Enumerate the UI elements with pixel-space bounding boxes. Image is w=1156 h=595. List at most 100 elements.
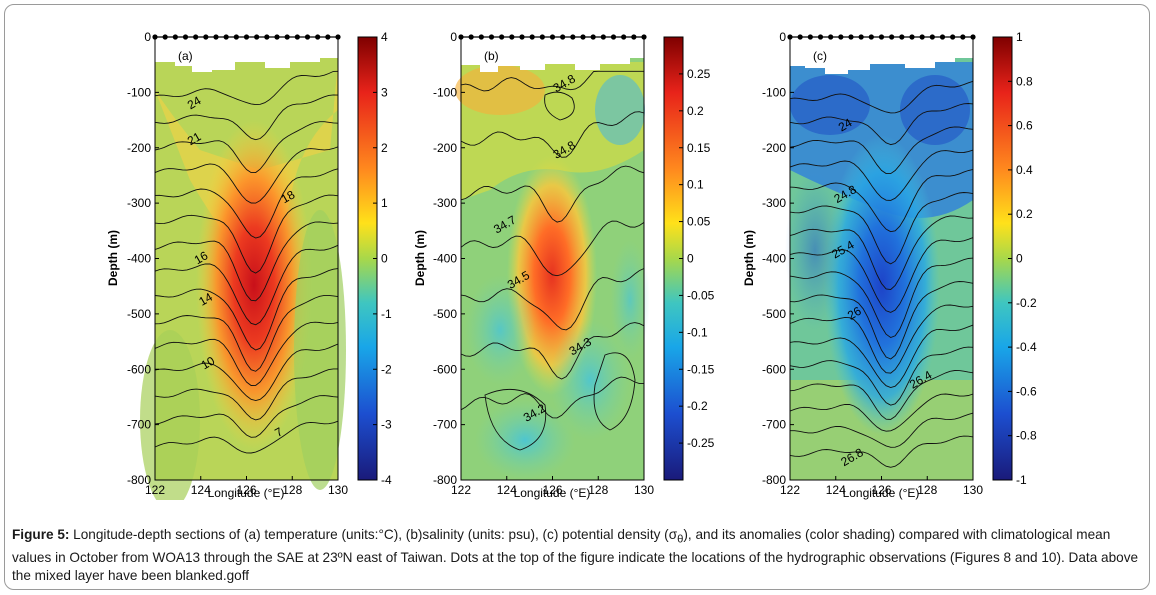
contour-line [789,237,974,313]
contour-line [154,343,339,401]
colorbar-tick-label: 1 [381,196,388,210]
station-dot [203,34,209,40]
contour-line [789,215,974,290]
colorbar-tick-label: 0.6 [1016,119,1033,133]
panel-salinity: 122 124 126 128 130 0 -100 -200 -300 -400 -500 -600… [413,30,715,500]
x-tick-label: 128 [282,483,302,497]
upper-orange-b [455,65,545,115]
station-dot [274,34,280,40]
figure-panels: 122 124 126 128 1300-100-200-300-400-500-600… [106,30,1037,500]
station-dot [560,34,566,40]
station-dot [315,34,321,40]
colorbar-tick-label: -3 [381,418,392,432]
contour-label: 14 [196,290,215,309]
panel-label-a: (a) [178,49,193,63]
figure-caption: Figure 5: Longitude-depth sections of (a… [12,526,1142,585]
station-dot [807,34,813,40]
station-dot [580,34,586,40]
contour-line [154,70,339,106]
colorbar-tick-label: -2 [381,362,392,376]
station-dot [182,34,189,40]
upper-dark-c [790,75,870,135]
cold-core-c [824,135,940,435]
x-tick-label: 122 [145,483,165,497]
contour-line [154,294,339,372]
contour-line [789,435,974,468]
y-tick-label: -300 [762,196,786,210]
y-tick-label: -500 [762,307,786,321]
y-tick-label: -800 [127,473,151,487]
contour-line [789,370,974,420]
y-tick-label: -400 [762,252,786,266]
station-dot [488,34,495,40]
station-dot [294,34,300,40]
station-dot [899,34,905,40]
colorbar-tick-label: 0.4 [1016,163,1033,177]
caption-text-1: Longitude-depth sections of (a) temperat… [69,527,678,542]
contour-label: 24 [185,93,204,112]
contour-line [154,321,339,386]
colorbar-tick-label: 3 [381,85,388,99]
ylabel-c: Depth (m) [742,230,756,286]
contour-line [593,352,636,431]
contour-label: 18 [279,187,298,206]
cyan-patch-b1 [465,275,535,385]
station-dot [284,34,290,40]
contour-line [789,126,974,175]
colorbar-tick-label: 0.2 [1016,207,1033,221]
x-tick-label: 122 [780,483,800,497]
colorbar-tick-label: 4 [381,30,388,44]
station-dot [590,34,596,40]
y-tick-label: -200 [762,141,786,155]
contour-line [789,281,974,360]
y-tick-label: -400 [433,252,457,266]
y-tick-label: -600 [762,362,786,376]
caption-text-2: ), and its anomalies (color shading) com… [12,527,1139,583]
panel-label-c: (c) [813,49,827,63]
station-dot [610,34,617,40]
contour-line [460,220,645,277]
panel-temperature: 122 124 126 128 1300-100-200-300-400-500-600… [106,30,392,500]
axis-ticks-c: 122 124 126 128 130 0 -100 -200 -300 -400 -500 -600… [762,30,983,497]
y-tick-label: -500 [127,307,151,321]
contour-label: 10 [199,353,218,372]
station-dot [193,34,199,40]
station-dot [243,34,250,40]
figure-label: Figure 5: [12,527,70,542]
ylabel-a: Depth (m) [106,230,120,286]
contour-line [154,121,339,174]
contour-line [154,94,339,141]
contour-line [789,192,974,265]
station-dot [325,34,331,40]
y-tick-label: -600 [433,362,457,376]
station-dot [468,34,474,40]
colorbar-tick-label: -0.1 [687,325,708,339]
station-dot [304,34,311,40]
station-dot [641,34,647,40]
station-dot [519,34,525,40]
station-dot [213,34,219,40]
contour-line [154,221,339,302]
colorbar-tick-label: -0.6 [1016,384,1037,398]
colorbar-tick-label: -0.8 [1016,429,1037,443]
station-dot [478,34,484,40]
contour-line [154,268,339,351]
station-dot [549,34,556,40]
colorbar-tick-label: 0.2 [687,104,704,118]
y-tick-label: -700 [762,418,786,432]
station-dot [950,34,956,40]
x-tick-label: 126 [871,483,891,497]
contour-line [789,304,974,374]
cold-left-c [785,170,845,330]
xlabel-a: Longitude (°E) [208,486,285,500]
station-dot [264,34,270,40]
colorbar-tick-label: 0.1 [687,178,704,192]
x-tick-label: 124 [191,483,211,497]
station-dots-b [458,34,647,40]
contours-a [154,70,339,454]
station-dot [621,34,627,40]
mixed-layer-blank-a [155,37,338,72]
station-dot [960,34,966,40]
contour-label: 26 [845,304,864,323]
colorbar-tick-label: 0 [381,252,388,266]
